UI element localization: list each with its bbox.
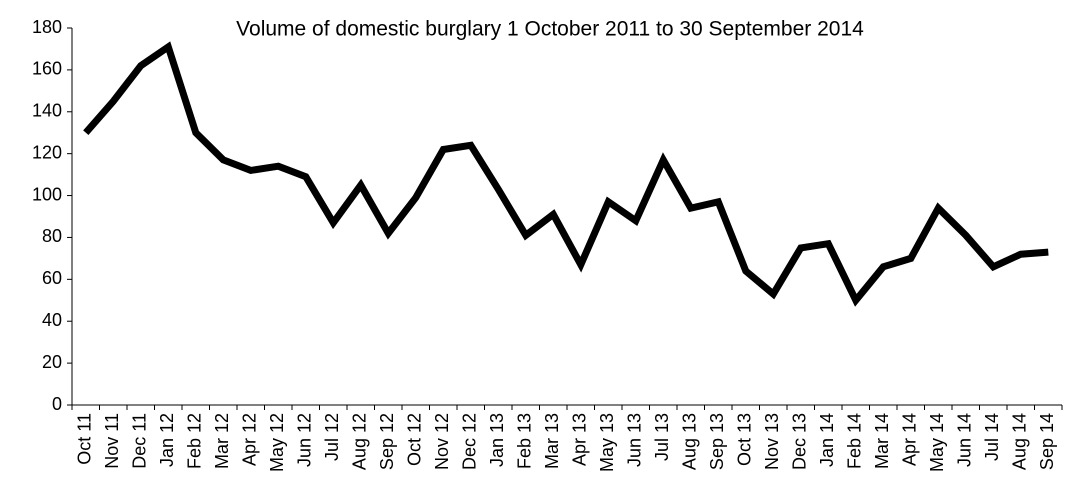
y-tick-label: 40 bbox=[42, 310, 62, 330]
x-tick-label: Nov 12 bbox=[432, 413, 452, 470]
x-tick-label: May 14 bbox=[927, 413, 947, 472]
x-tick-label: Apr 12 bbox=[240, 413, 260, 466]
y-tick-label: 180 bbox=[32, 17, 62, 37]
y-tick-label: 120 bbox=[32, 142, 62, 162]
x-tick-label: May 12 bbox=[267, 413, 287, 472]
x-tick-label: Jul 12 bbox=[322, 413, 342, 461]
y-tick-label: 100 bbox=[32, 184, 62, 204]
x-tick-label: Oct 12 bbox=[405, 413, 425, 466]
y-tick-label: 0 bbox=[52, 394, 62, 414]
x-tick-label: Dec 12 bbox=[460, 413, 480, 470]
x-tick-label: Feb 13 bbox=[515, 413, 535, 469]
y-tick-label: 20 bbox=[42, 352, 62, 372]
x-tick-label: Jan 13 bbox=[487, 413, 507, 467]
y-tick-label: 140 bbox=[32, 101, 62, 121]
x-tick-label: Mar 13 bbox=[542, 413, 562, 469]
x-tick-label: Apr 13 bbox=[570, 413, 590, 466]
x-tick-label: Jun 14 bbox=[955, 413, 975, 467]
x-tick-label: Apr 14 bbox=[900, 413, 920, 466]
x-tick-label: Jul 14 bbox=[982, 413, 1002, 461]
x-tick-label: Jun 13 bbox=[625, 413, 645, 467]
x-tick-label: Dec 13 bbox=[790, 413, 810, 470]
y-tick-label: 80 bbox=[42, 226, 62, 246]
y-tick-label: 160 bbox=[32, 59, 62, 79]
x-tick-label: Aug 12 bbox=[350, 413, 370, 470]
x-tick-label: Aug 13 bbox=[680, 413, 700, 470]
x-tick-label: Nov 11 bbox=[102, 413, 122, 469]
x-tick-label: Jan 14 bbox=[817, 413, 837, 467]
x-tick-label: Oct 11 bbox=[75, 413, 95, 465]
x-tick-label: Sep 14 bbox=[1037, 413, 1057, 470]
x-tick-label: Mar 12 bbox=[212, 413, 232, 469]
x-tick-label: Sep 12 bbox=[377, 413, 397, 470]
x-tick-label: May 13 bbox=[597, 413, 617, 472]
x-tick-label: Oct 13 bbox=[735, 413, 755, 466]
x-tick-label: Jul 13 bbox=[652, 413, 672, 461]
x-tick-label: Dec 11 bbox=[130, 413, 150, 469]
x-tick-label: Jun 12 bbox=[295, 413, 315, 467]
x-tick-label: Mar 14 bbox=[872, 413, 892, 469]
x-tick-label: Nov 13 bbox=[762, 413, 782, 470]
x-tick-label: Jan 12 bbox=[157, 413, 177, 467]
x-tick-label: Feb 12 bbox=[185, 413, 205, 469]
line-series bbox=[83, 41, 1049, 307]
x-tick-label: Sep 13 bbox=[707, 413, 727, 470]
x-tick-label: Feb 14 bbox=[845, 413, 865, 469]
x-tick-label: Aug 14 bbox=[1010, 413, 1030, 470]
chart-title: Volume of domestic burglary 1 October 20… bbox=[236, 18, 864, 41]
y-tick-label: 60 bbox=[42, 268, 62, 288]
